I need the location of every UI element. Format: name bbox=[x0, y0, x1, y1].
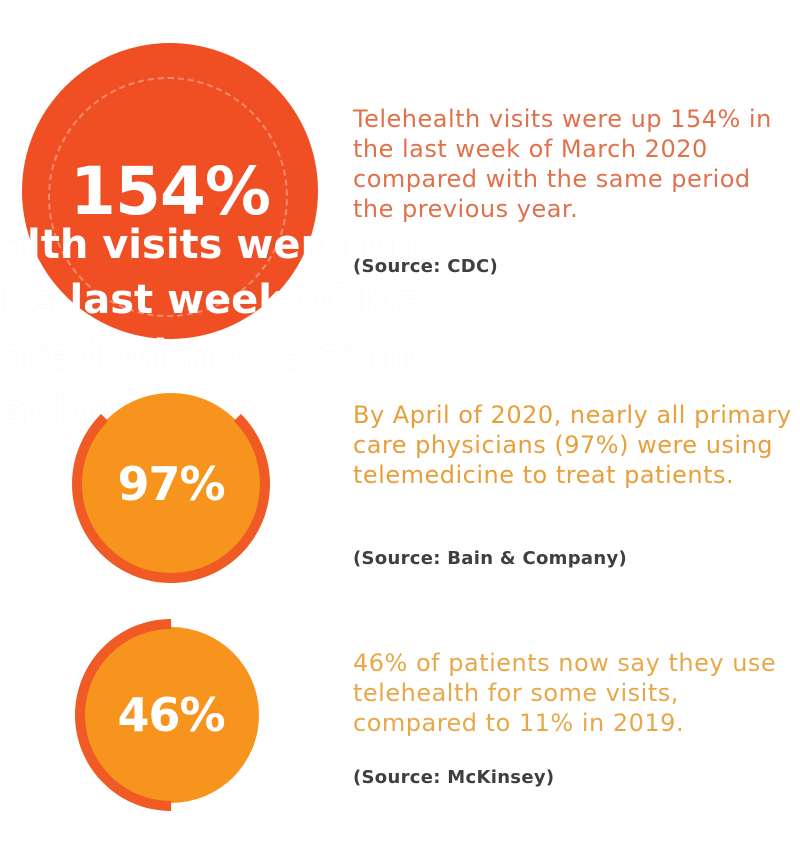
progress-ring bbox=[35, 579, 307, 851]
progress-ring bbox=[72, 385, 270, 583]
source-cdc: (Source: CDC) bbox=[353, 256, 499, 277]
stat-circle-46: 46% bbox=[35, 579, 307, 851]
stat-text-mckinsey: 46% of patients now say they use telehea… bbox=[353, 649, 777, 737]
dashed-ring bbox=[48, 77, 288, 317]
source-bain: (Source: Bain & Company) bbox=[353, 548, 628, 569]
stat-value-46: 46% bbox=[117, 688, 225, 742]
source-mckinsey: (Source: McKinsey) bbox=[353, 767, 555, 788]
stat-text-bain: By April of 2020, nearly all primary car… bbox=[353, 401, 792, 489]
stat-circle-154: 154% bbox=[22, 43, 318, 339]
stat-circle-97: 97% bbox=[72, 385, 270, 583]
stat-text-cdc: Telehealth visits were up 154% in the la… bbox=[353, 105, 772, 223]
ghost-line: ared with the same period bbox=[0, 332, 420, 378]
